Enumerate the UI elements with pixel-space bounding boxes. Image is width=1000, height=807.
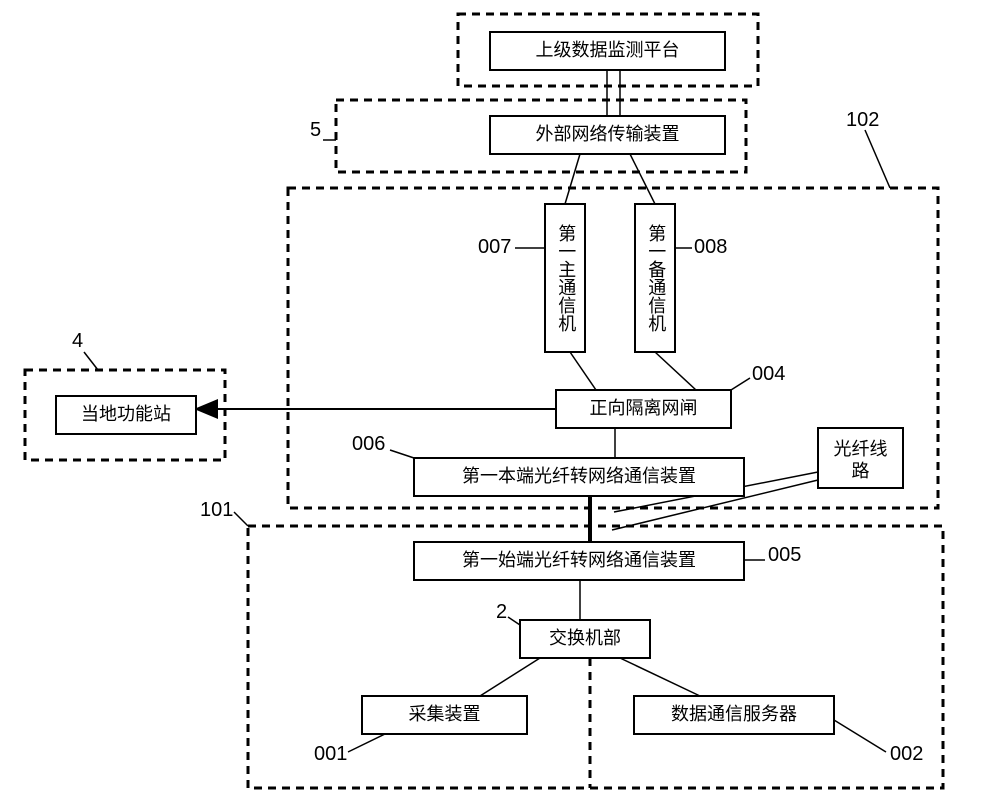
box-label-localStation: 当地功能站 — [81, 404, 171, 424]
line-switchToServer — [620, 658, 700, 696]
ref-L007: 007 — [478, 236, 511, 258]
box-label-startFiber: 第一始端光纤转网络通信装置 — [462, 550, 696, 570]
line-backupToGate — [655, 352, 696, 390]
line-lead006 — [390, 450, 414, 458]
box-label-backupComm: 第一备通信机 — [646, 224, 666, 332]
ref-L2: 2 — [496, 601, 507, 623]
ref-L101: 101 — [200, 499, 233, 521]
box-label-fiberLine-2: 路 — [852, 461, 870, 481]
ref-L102: 102 — [846, 109, 879, 131]
box-label-fiberLine-1: 光纤线 — [834, 439, 888, 459]
box-label-mainComm: 第一主通信机 — [556, 224, 576, 332]
ref-L4: 4 — [72, 330, 83, 352]
box-label-localFiber: 第一本端光纤转网络通信装置 — [462, 466, 696, 486]
line-lead2 — [508, 617, 520, 625]
ref-L008: 008 — [694, 236, 727, 258]
diagram-canvas: 上级数据监测平台外部网络传输装置第一主通信机 第一备通信机正向隔离网闸第一本端光纤… — [0, 0, 1000, 807]
ref-L005: 005 — [768, 544, 801, 566]
line-extToBackup — [630, 154, 655, 204]
line-lead004 — [731, 378, 750, 390]
ref-L002: 002 — [890, 743, 923, 765]
line-extToMain — [565, 154, 580, 204]
line-mainToGate — [570, 352, 596, 390]
line-lead101 — [234, 512, 248, 526]
ref-L5: 5 — [310, 119, 321, 141]
line-lead001 — [348, 734, 385, 752]
ref-L006: 006 — [352, 433, 385, 455]
line-lead4 — [84, 352, 98, 370]
box-label-dataServer: 数据通信服务器 — [671, 704, 797, 724]
line-switchToCollect — [480, 658, 540, 696]
box-label-extNet: 外部网络传输装置 — [536, 124, 680, 144]
box-label-collect: 采集装置 — [409, 704, 481, 724]
line-lead002 — [834, 720, 886, 752]
box-label-switch: 交换机部 — [549, 628, 621, 648]
ref-L001: 001 — [314, 743, 347, 765]
box-label-topPlatform: 上级数据监测平台 — [536, 40, 680, 60]
ref-L004: 004 — [752, 363, 785, 385]
line-lead102a — [865, 130, 890, 188]
box-label-gate: 正向隔离网闸 — [590, 398, 698, 418]
